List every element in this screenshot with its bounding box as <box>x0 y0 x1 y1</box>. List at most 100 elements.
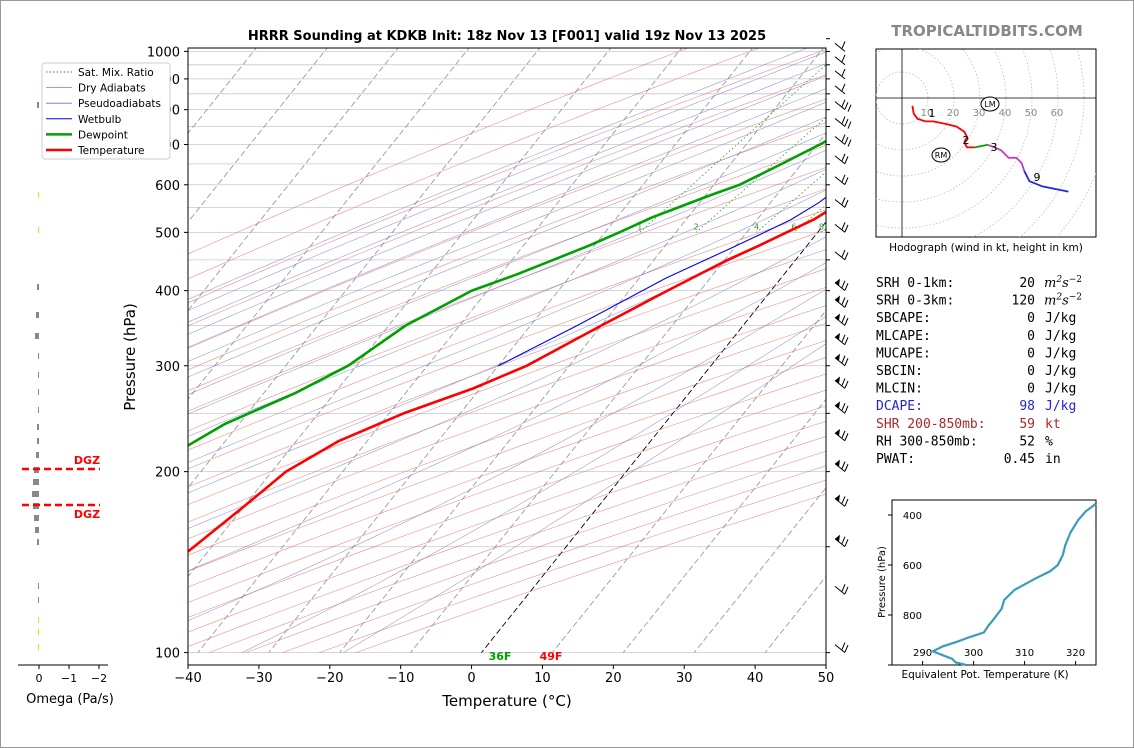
barb-flag <box>835 353 840 361</box>
x-tick-label: 40 <box>747 671 764 686</box>
barb-staff <box>834 357 846 367</box>
barb-feather <box>841 68 846 77</box>
barb-feather <box>844 337 849 345</box>
hodograph-area: 10 20 30 40 50 60 1 2 3 9 LM RM <box>876 49 1096 237</box>
barb-feather <box>841 642 846 650</box>
barb-feather <box>844 282 849 291</box>
barb-staff <box>834 498 846 507</box>
barb-feather <box>844 177 849 185</box>
barb-staff <box>834 85 846 95</box>
isotherm <box>410 132 826 653</box>
barb-staff <box>834 432 846 442</box>
barb-feather <box>844 463 849 472</box>
index-unit: J/kg <box>1045 364 1076 379</box>
barb-staff <box>834 136 846 145</box>
pseudoadiabat <box>188 149 826 415</box>
omega-bar <box>34 515 39 521</box>
x-tick-label: 30 <box>676 671 693 686</box>
legend-entry: Wetbulb <box>78 114 122 126</box>
index-value: 52 <box>1019 434 1035 449</box>
pseudoadiabat <box>241 316 826 653</box>
omega-bar <box>36 312 39 318</box>
wind-barb <box>834 376 849 389</box>
isotherm <box>268 48 754 653</box>
x-tick-label: −10 <box>387 671 414 686</box>
dry-adiabat <box>188 249 826 488</box>
omega-tick-label: −1 <box>61 672 77 685</box>
wind-barb <box>834 295 849 308</box>
barb-feather <box>841 461 846 469</box>
pseudoadiabat <box>188 262 826 572</box>
omega-bar <box>38 192 39 198</box>
wind-barb <box>834 332 849 346</box>
wind-barb <box>834 134 852 147</box>
hodograph-ring-label: 10 <box>921 108 934 119</box>
pseudoadiabat <box>188 189 826 463</box>
barb-feather <box>841 430 846 439</box>
wind-barb <box>834 249 849 261</box>
dgz-label: DGZ <box>74 508 100 521</box>
index-value: 120 <box>1012 294 1035 309</box>
chart-title: HRRR Sounding at KDKB Init: 18z Nov 13 [… <box>248 29 766 44</box>
wind-barb <box>834 534 849 548</box>
dry-adiabat <box>188 373 826 603</box>
pseudoadiabat <box>188 168 826 437</box>
isotherm <box>188 48 399 312</box>
mixing-ratio-label: 2 <box>694 222 699 231</box>
index-value: 0 <box>1027 382 1035 397</box>
barb-staff <box>834 463 846 473</box>
omega-axis-label: Omega (Pa/s) <box>26 692 114 707</box>
barb-feather <box>844 380 849 389</box>
barb-staff <box>834 585 846 595</box>
mixing-ratio-label: 1 <box>637 222 642 231</box>
barb-staff <box>834 299 846 308</box>
mixing-ratio-label: 8 <box>819 222 824 231</box>
theta-e-x-tick-label: 310 <box>1015 648 1034 659</box>
x-tick-label: 0 <box>467 671 475 686</box>
hodograph-ring-label: 50 <box>1025 108 1038 119</box>
index-unit: J/kg <box>1045 311 1076 326</box>
mixing-ratio-label: 4 <box>754 222 759 231</box>
dry-adiabat <box>188 286 826 523</box>
wind-barb <box>834 278 849 292</box>
surface-temperature-label: 49F <box>540 650 563 663</box>
omega-bar <box>35 527 39 533</box>
barb-staff <box>834 176 846 186</box>
legend-entry: Pseudoadiabats <box>78 98 161 110</box>
isotherm <box>188 48 328 223</box>
dry-adiabat <box>188 98 826 349</box>
omega-bar <box>37 424 39 430</box>
barb-feather <box>841 83 846 92</box>
hodograph-segment <box>911 105 969 143</box>
omega-bar <box>36 452 39 458</box>
barb-staff <box>834 155 846 165</box>
index-label: SRH 0-1km: <box>876 276 954 291</box>
omega-bar <box>38 407 39 413</box>
hodograph-segment <box>974 143 988 149</box>
omega-bar <box>38 389 39 395</box>
pseudoadiabat <box>188 75 826 335</box>
index-unit: J/kg <box>1045 382 1076 397</box>
barb-feather <box>841 355 846 363</box>
index-unit: J/kg <box>1045 346 1076 361</box>
wind-barb <box>834 99 852 112</box>
dry-adiabat <box>188 229 826 470</box>
barb-flag <box>835 401 840 409</box>
barb-feather <box>847 121 852 129</box>
mixing-ratio-label: 6 <box>791 222 796 231</box>
legend-entry: Dry Adiabats <box>78 83 146 95</box>
wind-barb <box>834 428 849 442</box>
barb-flag <box>835 494 840 502</box>
wind-barb <box>834 174 849 186</box>
index-label: SRH 0-3km: <box>876 294 954 309</box>
index-unit: in <box>1045 452 1061 467</box>
index-unit: J/kg <box>1045 399 1076 414</box>
index-label: MUCAPE: <box>876 346 931 361</box>
theta-e-x-tick-label: 320 <box>1066 648 1085 659</box>
omega-bar <box>38 644 39 650</box>
index-label: SBCIN: <box>876 364 923 379</box>
y-tick-label: 600 <box>155 179 180 194</box>
storm-motion-label: LM <box>984 100 995 109</box>
barb-flag <box>835 313 840 321</box>
